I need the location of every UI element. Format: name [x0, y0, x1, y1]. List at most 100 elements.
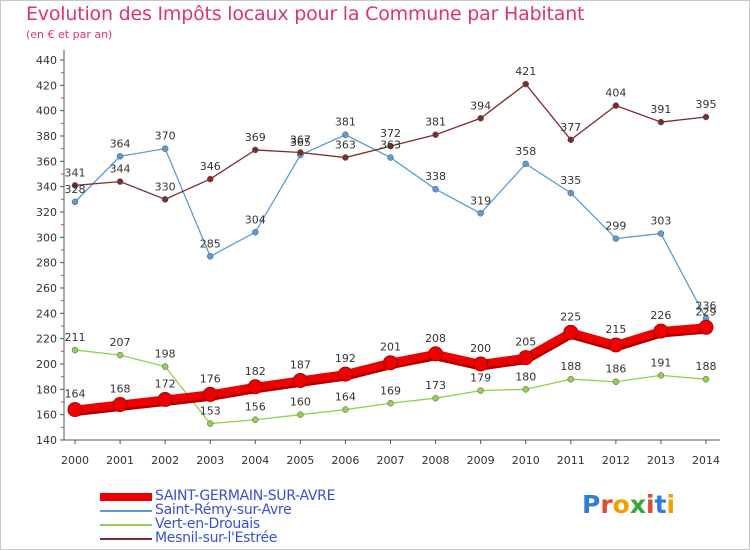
y-tick-label: 200	[36, 358, 57, 371]
y-tick-label: 400	[36, 105, 57, 118]
data-label-saint-germain-sur-avre: 164	[65, 388, 86, 401]
y-tick-label: 280	[36, 257, 57, 270]
y-tick-label: 260	[36, 282, 57, 295]
data-point-mesnil-sur-l-estr-e	[252, 146, 259, 154]
x-tick-label: 2010	[512, 454, 540, 467]
chart-series	[67, 80, 714, 427]
logo-letter: x	[629, 490, 646, 519]
data-label-mesnil-sur-l-estr-e: 394	[470, 99, 491, 112]
data-label-mesnil-sur-l-estr-e: 341	[65, 166, 86, 179]
data-point-vert-en-drouais	[252, 416, 259, 423]
data-label-saint-r-my-sur-avre: 363	[380, 139, 401, 152]
data-point-mesnil-sur-l-estr-e	[116, 178, 124, 185]
data-point-saint-germain-sur-avre	[608, 337, 624, 353]
x-tick-label: 2000	[61, 454, 89, 467]
data-label-vert-en-drouais: 198	[155, 348, 176, 361]
data-label-saint-germain-sur-avre: 226	[650, 309, 671, 322]
chart-data-labels: 328 364 370 285 304 365 381 363 338 319 358 335 299 3…	[65, 65, 717, 417]
y-tick-label: 240	[36, 307, 57, 320]
logo-letter: o	[612, 490, 630, 519]
data-point-saint-r-my-sur-avre	[342, 131, 349, 138]
x-tick-label: 2008	[422, 454, 450, 467]
legend-swatch-saint-germain-sur-avre	[100, 493, 152, 501]
data-label-vert-en-drouais: 156	[245, 401, 266, 414]
x-tick-label: 2007	[377, 454, 405, 467]
data-label-saint-r-my-sur-avre: 381	[335, 116, 356, 129]
logo-letter: i	[646, 490, 655, 519]
proxiti-logo: Proxiti	[582, 490, 675, 519]
x-tick-label: 2005	[286, 454, 314, 467]
data-label-saint-r-my-sur-avre: 338	[425, 170, 446, 183]
data-point-saint-germain-sur-avre	[563, 324, 579, 340]
data-label-vert-en-drouais: 191	[650, 356, 671, 369]
legend-label-saint-germain-sur-avre: SAINT-GERMAIN-SUR-AVRE	[155, 488, 336, 504]
data-point-mesnil-sur-l-estr-e	[522, 80, 529, 88]
data-label-saint-germain-sur-avre: 182	[245, 365, 266, 378]
data-point-vert-en-drouais	[657, 372, 665, 379]
data-point-mesnil-sur-l-estr-e	[387, 142, 394, 150]
data-label-saint-germain-sur-avre: 187	[290, 358, 311, 371]
data-point-saint-r-my-sur-avre	[567, 189, 575, 197]
logo-letter: t	[654, 490, 667, 519]
data-label-saint-r-my-sur-avre: 358	[515, 145, 536, 158]
data-point-saint-germain-sur-avre	[698, 319, 714, 335]
data-point-saint-germain-sur-avre	[428, 346, 444, 362]
x-tick-label: 2009	[467, 454, 495, 467]
data-point-saint-r-my-sur-avre	[71, 198, 79, 206]
data-point-vert-en-drouais	[342, 406, 349, 413]
data-point-mesnil-sur-l-estr-e	[567, 136, 575, 144]
data-point-saint-r-my-sur-avre	[387, 154, 394, 161]
data-point-vert-en-drouais	[477, 387, 484, 394]
data-point-mesnil-sur-l-estr-e	[342, 154, 349, 161]
data-label-saint-germain-sur-avre: 229	[696, 305, 717, 318]
data-label-mesnil-sur-l-estr-e: 372	[380, 127, 401, 140]
data-label-saint-germain-sur-avre: 172	[155, 377, 176, 390]
data-point-saint-r-my-sur-avre	[477, 210, 484, 217]
data-label-saint-germain-sur-avre: 192	[335, 352, 356, 365]
data-point-saint-r-my-sur-avre	[657, 230, 665, 237]
data-label-saint-germain-sur-avre: 205	[515, 336, 536, 349]
data-label-mesnil-sur-l-estr-e: 421	[515, 65, 536, 78]
data-point-mesnil-sur-l-estr-e	[71, 182, 79, 189]
data-point-mesnil-sur-l-estr-e	[297, 149, 304, 156]
data-point-saint-r-my-sur-avre	[161, 145, 169, 152]
y-tick-label: 420	[36, 79, 57, 92]
data-point-saint-r-my-sur-avre	[612, 235, 620, 242]
data-point-saint-germain-sur-avre	[473, 356, 489, 372]
data-point-saint-germain-sur-avre	[202, 386, 218, 402]
data-label-vert-en-drouais: 179	[470, 372, 491, 385]
data-label-vert-en-drouais: 207	[110, 336, 131, 349]
data-point-saint-germain-sur-avre	[67, 402, 83, 418]
data-point-vert-en-drouais	[567, 375, 575, 383]
chart-axes: 140 160 180 200 220 240 260 280 300 320 340 360 380 4…	[36, 50, 720, 467]
data-label-saint-germain-sur-avre: 201	[380, 341, 401, 354]
data-label-vert-en-drouais: 160	[290, 396, 311, 409]
data-label-saint-r-my-sur-avre: 299	[605, 220, 626, 233]
data-point-saint-germain-sur-avre	[383, 355, 398, 371]
data-point-saint-germain-sur-avre	[112, 397, 128, 413]
data-label-saint-r-my-sur-avre: 304	[245, 213, 266, 226]
data-label-saint-germain-sur-avre: 215	[605, 323, 626, 336]
data-label-mesnil-sur-l-estr-e: 377	[560, 121, 581, 134]
data-point-vert-en-drouais	[206, 420, 214, 427]
data-point-saint-r-my-sur-avre	[252, 229, 259, 236]
x-tick-label: 2013	[647, 454, 675, 467]
data-point-mesnil-sur-l-estr-e	[657, 118, 665, 126]
x-tick-label: 2004	[241, 454, 269, 467]
data-point-vert-en-drouais	[702, 375, 710, 383]
legend-label-vert-en-drouais: Vert-en-Drouais	[155, 516, 260, 532]
x-tick-label: 2006	[331, 454, 359, 467]
chart-title: Evolution des Impôts locaux pour la Comm…	[26, 3, 585, 25]
logo-letter: r	[600, 490, 613, 519]
x-tick-label: 2012	[602, 454, 630, 467]
data-label-vert-en-drouais: 153	[200, 405, 221, 418]
data-point-saint-germain-sur-avre	[157, 391, 173, 407]
data-label-saint-r-my-sur-avre: 303	[650, 215, 671, 228]
data-label-saint-germain-sur-avre: 168	[110, 383, 131, 396]
x-tick-label: 2003	[196, 454, 224, 467]
legend-swatch-saint-r-my-sur-avre	[100, 510, 152, 512]
data-label-mesnil-sur-l-estr-e: 344	[110, 163, 131, 176]
data-label-saint-germain-sur-avre: 208	[425, 332, 446, 345]
